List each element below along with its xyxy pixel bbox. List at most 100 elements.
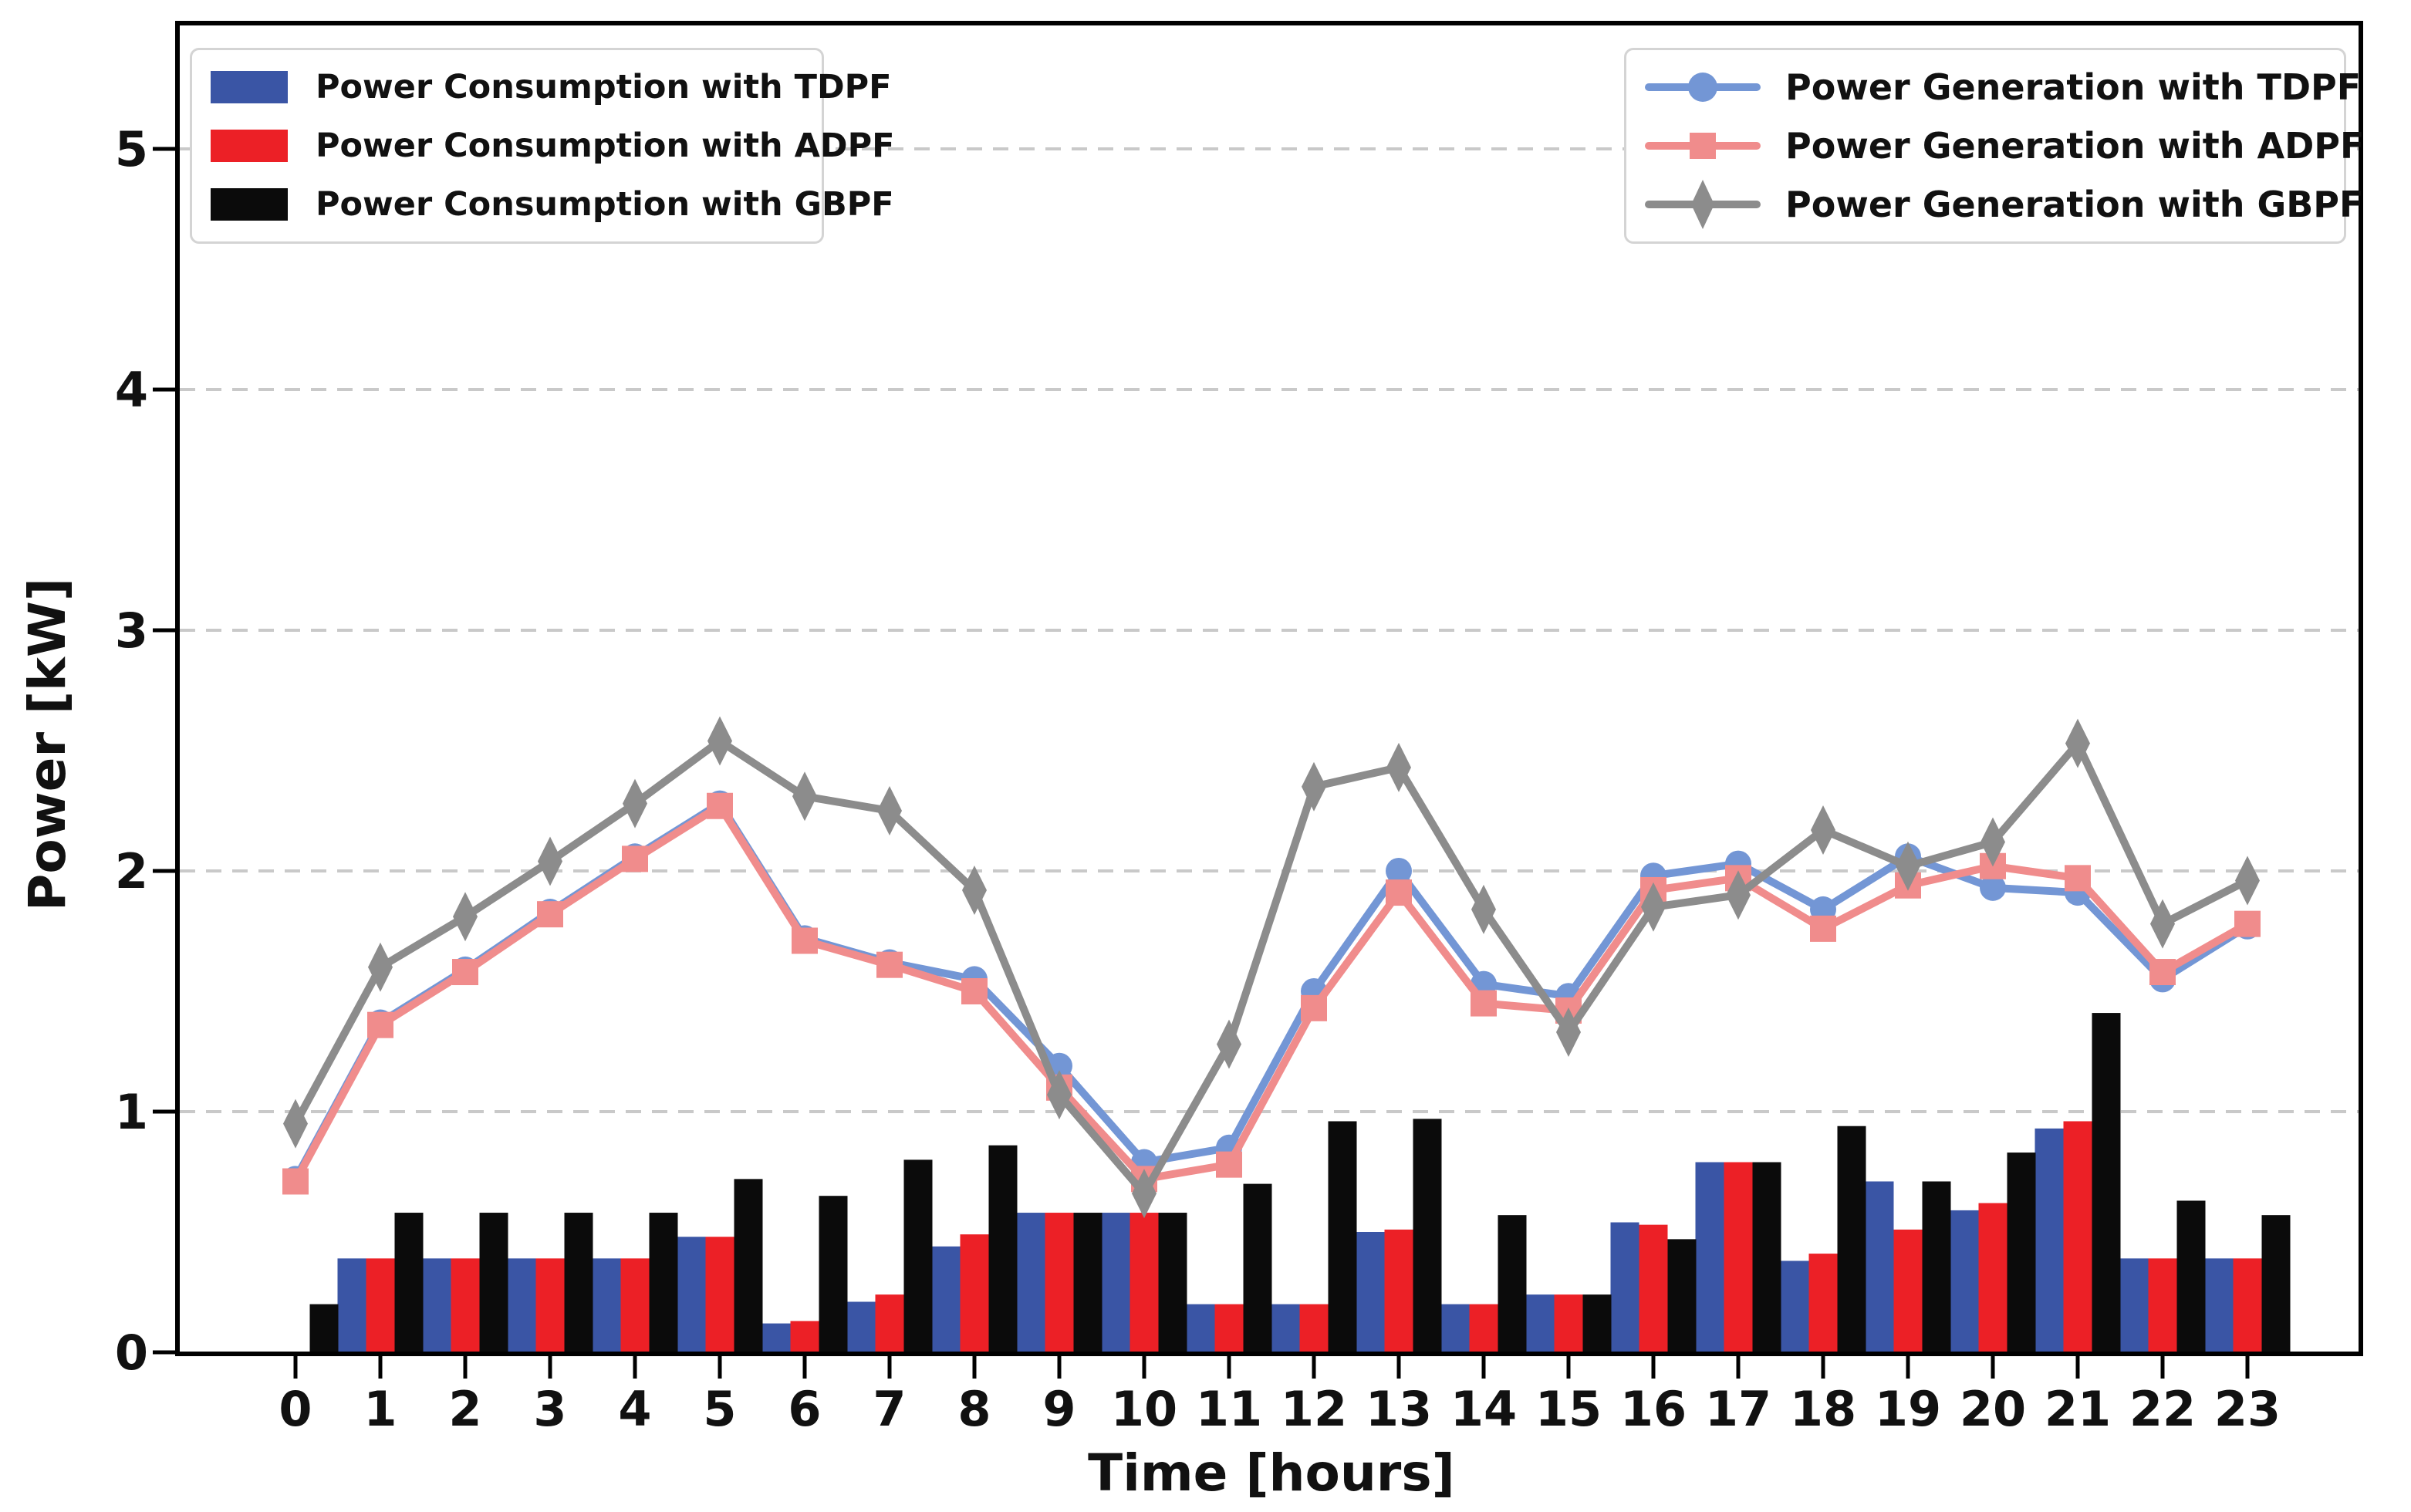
bar	[988, 1145, 1018, 1352]
line-square-marker-icon	[1645, 120, 1761, 171]
bar	[1130, 1213, 1159, 1352]
bar	[1101, 1213, 1130, 1352]
line-diamond-marker-icon	[1645, 179, 1761, 230]
bar	[2034, 1128, 2064, 1352]
marker-diamond	[2065, 718, 2090, 768]
bar	[1498, 1215, 1527, 1352]
marker-square	[367, 1011, 393, 1038]
bar	[1214, 1304, 1244, 1352]
marker-diamond	[792, 771, 817, 822]
bar	[1328, 1121, 1357, 1352]
marker-square	[1216, 1151, 1242, 1178]
bar	[309, 1304, 339, 1352]
bar	[1243, 1183, 1272, 1352]
marker-diamond	[877, 786, 902, 835]
y-tick-label: 1	[115, 1084, 148, 1140]
bar	[1724, 1162, 1753, 1352]
x-tick-label: 21	[2045, 1381, 2111, 1437]
bar	[1582, 1294, 1612, 1352]
bar	[761, 1323, 791, 1352]
bar	[1865, 1181, 1894, 1352]
bar	[2119, 1258, 2149, 1352]
bar	[1554, 1294, 1583, 1352]
x-tick-label: 15	[1535, 1381, 1602, 1437]
legend-label: Power Consumption with ADPF	[316, 127, 895, 165]
marker-diamond	[453, 892, 478, 942]
marker-diamond	[1217, 1019, 1241, 1069]
legend-item-generation-tdpf: Power Generation with TDPF	[1645, 62, 2361, 113]
marker-square	[2149, 959, 2176, 986]
marker-diamond	[962, 865, 987, 915]
legend-item-generation-adpf: Power Generation with ADPF	[1645, 120, 2364, 171]
x-tick-label: 22	[2129, 1381, 2196, 1437]
plot-frame	[175, 21, 2363, 1356]
x-tick-label: 14	[1450, 1381, 1517, 1437]
bar	[1356, 1232, 1385, 1352]
marker-diamond	[283, 1099, 308, 1149]
marker-diamond	[1811, 805, 1835, 855]
bar	[734, 1179, 763, 1352]
bar	[1413, 1119, 1442, 1352]
line-series-2	[283, 716, 2260, 1219]
bar	[931, 1246, 961, 1352]
x-axis-title: Time [hours]	[1088, 1443, 1455, 1503]
bar	[1440, 1304, 1470, 1352]
marker-square	[2234, 910, 2261, 937]
x-tick-label: 2	[448, 1381, 481, 1437]
bar	[2007, 1153, 2036, 1352]
bar	[422, 1258, 451, 1352]
x-tick-label: 11	[1196, 1381, 1262, 1437]
legend-item-consumption-tdpf: Power Consumption with TDPF	[211, 68, 892, 106]
bar-series-2	[309, 1013, 2291, 1352]
x-tick-label: 5	[703, 1381, 736, 1437]
marker-diamond	[368, 942, 393, 992]
marker-diamond	[538, 836, 562, 886]
x-tick-labels: 0 1 2 3 4 5 6 7 8 9 10 11 12 13 14 15 16 17 18 19 20 21 22 23	[279, 1381, 2281, 1437]
bar	[337, 1258, 366, 1352]
line-series-1	[282, 792, 2261, 1195]
bar	[1045, 1213, 1074, 1352]
bar	[592, 1258, 621, 1352]
marker-diamond	[1047, 1070, 1072, 1120]
bar	[2176, 1200, 2206, 1352]
marker-square	[961, 978, 988, 1004]
marker-square	[2065, 865, 2091, 892]
x-tick-label: 20	[1960, 1381, 2026, 1437]
bar	[2092, 1013, 2121, 1352]
x-tick-label: 12	[1281, 1381, 1347, 1437]
bar	[1780, 1261, 1809, 1352]
x-tick-label: 9	[1042, 1381, 1075, 1437]
y-tick-label: 4	[115, 362, 148, 418]
x-tick-label: 18	[1790, 1381, 1856, 1437]
legend-label: Power Consumption with GBPF	[316, 185, 894, 224]
marker-square	[1810, 915, 1836, 942]
bar	[649, 1213, 678, 1352]
swatch-consumption-gbpf	[211, 188, 288, 221]
bar	[1893, 1229, 1923, 1352]
x-tick-label: 23	[2214, 1381, 2281, 1437]
marker-square	[707, 792, 733, 819]
bar	[903, 1159, 933, 1352]
legend-consumption: Power Consumption with TDPF Power Consum…	[190, 48, 895, 244]
marker-square	[876, 951, 903, 978]
legend-label: Power Consumption with TDPF	[316, 68, 892, 106]
bar	[1639, 1224, 1668, 1352]
marker-diamond	[2150, 899, 2175, 949]
bar	[1610, 1222, 1639, 1352]
bar	[1158, 1213, 1187, 1352]
bar	[1808, 1254, 1838, 1352]
bar	[960, 1234, 989, 1352]
marker-diamond	[1556, 1007, 1581, 1058]
swatch-consumption-tdpf	[211, 71, 288, 103]
bar	[1525, 1294, 1555, 1352]
bar	[394, 1213, 424, 1352]
x-tick-label: 19	[1875, 1381, 1941, 1437]
x-tick-label: 6	[788, 1381, 821, 1437]
bar	[1271, 1304, 1300, 1352]
bar	[2204, 1258, 2234, 1352]
x-tick-label: 7	[873, 1381, 906, 1437]
legend-item-consumption-adpf: Power Consumption with ADPF	[211, 127, 895, 165]
bar	[790, 1321, 819, 1352]
bar	[677, 1237, 706, 1352]
bar	[1837, 1126, 1866, 1352]
